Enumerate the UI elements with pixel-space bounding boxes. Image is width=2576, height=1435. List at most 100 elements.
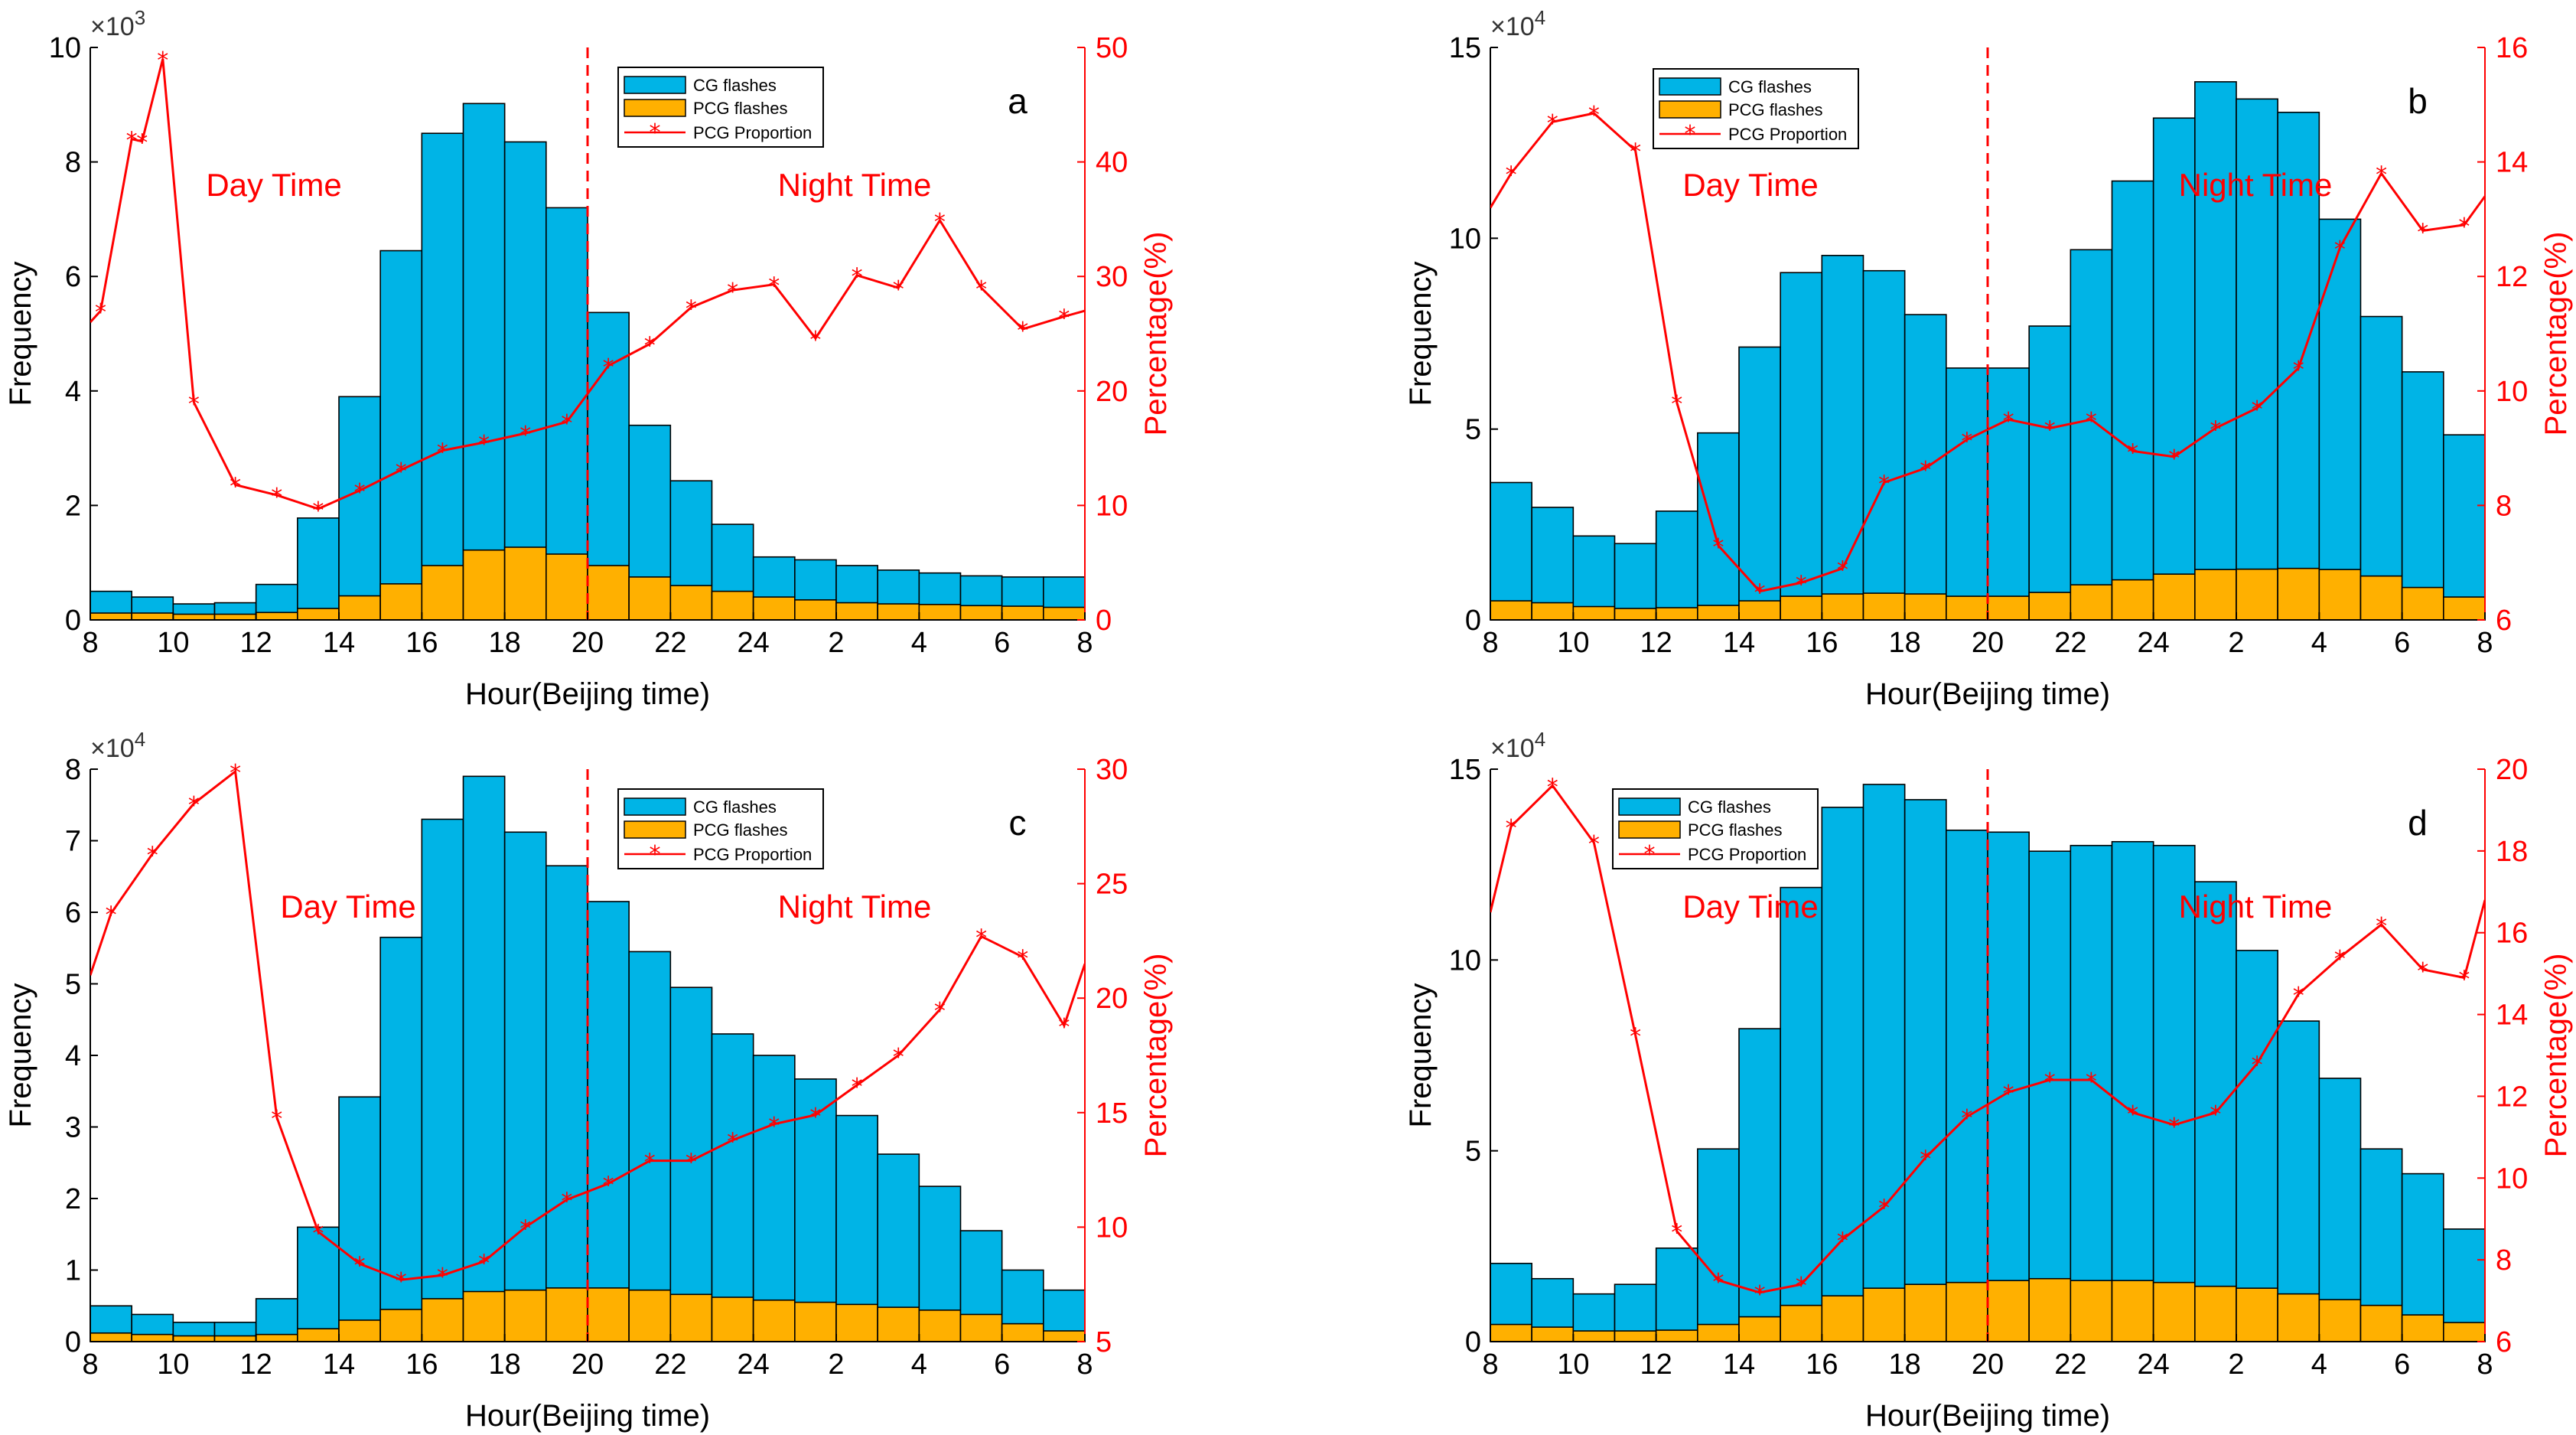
x-tick-label: 20: [1972, 1349, 2004, 1381]
pcg-proportion-point: *: [1058, 305, 1070, 332]
pcg-proportion-point: *: [230, 473, 241, 500]
bar-pcg-flashes: [421, 565, 464, 621]
bar-cg-flashes: [379, 249, 423, 621]
bar-pcg-flashes: [1614, 608, 1657, 621]
bar-cg-flashes: [1821, 807, 1864, 1342]
y-tick-label-left: 15: [1449, 32, 1481, 64]
pcg-proportion-point: *: [603, 1172, 614, 1199]
y-tick-label-right: 8: [2496, 1244, 2512, 1277]
bar-pcg-flashes: [2277, 1293, 2320, 1342]
legend-swatch-cg: [1618, 797, 1681, 816]
legend-swatch-pcg: [1659, 100, 1721, 119]
legend-c: CG flashes PCG flashes * PCG Proportion: [617, 788, 824, 869]
pcg-proportion-point: *: [1920, 457, 1931, 484]
pcg-proportion-point: *: [271, 1106, 282, 1133]
y-axis-title-right: Percentage(%): [1139, 232, 1173, 436]
pcg-proportion-point: *: [1671, 391, 1682, 418]
legend-label-pcg: PCG flashes: [1728, 100, 1823, 119]
bar-pcg-flashes: [1572, 1330, 1616, 1342]
x-tick-label: 12: [240, 627, 272, 659]
exponent-power: 3: [135, 6, 145, 29]
y-tick-label-right: 12: [2496, 261, 2528, 293]
legend-marker-proportion: *: [650, 841, 661, 868]
bar-pcg-flashes: [2359, 575, 2403, 621]
y-tick-label-left: 0: [65, 1326, 81, 1358]
bar-pcg-flashes: [90, 612, 132, 621]
pcg-proportion-point: *: [437, 1264, 448, 1290]
y-tick-label-right: 30: [1096, 754, 1128, 786]
y-tick-label-left: 10: [1449, 944, 1481, 977]
pcg-proportion-point: *: [519, 1215, 531, 1242]
bar-cg-flashes: [1862, 784, 1906, 1342]
bar-pcg-flashes: [462, 549, 506, 621]
bar-pcg-flashes: [1043, 606, 1086, 621]
pcg-proportion-point: *: [809, 1104, 821, 1130]
bar-pcg-flashes: [1946, 595, 1988, 621]
bar-cg-flashes: [421, 132, 464, 621]
pcg-proportion-point: *: [2293, 983, 2304, 1009]
x-tick-label: 4: [911, 1349, 927, 1381]
bar-cg-flashes: [1946, 829, 1988, 1342]
bar-pcg-flashes: [379, 1309, 423, 1342]
pcg-proportion-point: *: [519, 422, 531, 448]
bar-pcg-flashes: [297, 608, 340, 621]
y-tick-label-right: 20: [1096, 376, 1128, 408]
y-exponent-label: ×104: [1490, 6, 1545, 41]
bar-pcg-flashes: [2443, 596, 2486, 621]
bar-cg-flashes: [1987, 367, 2030, 621]
x-tick-label: 20: [1972, 627, 2004, 659]
y-tick-label-left: 0: [1465, 1326, 1481, 1358]
x-axis-title: Hour(Beijing time): [465, 1399, 710, 1433]
legend-b: CG flashes PCG flashes * PCG Proportion: [1653, 68, 1859, 149]
bar-pcg-flashes: [1862, 592, 1906, 621]
pcg-proportion-point: *: [768, 273, 780, 300]
bar-cg-flashes: [1780, 886, 1823, 1342]
pcg-proportion-point: *: [1796, 571, 1807, 598]
x-tick-label: 8: [2477, 627, 2493, 659]
legend-label-pcg: PCG flashes: [693, 99, 788, 118]
x-tick-label: 2: [828, 627, 844, 659]
pcg-proportion-point: *: [478, 1250, 490, 1277]
bar-pcg-flashes: [2401, 586, 2444, 621]
bar-pcg-flashes: [1655, 1329, 1698, 1342]
plot-area-c: 8 10 12 14 16 18 20 22 24 2 4 6 80123456785101520253…: [65, 754, 1128, 1381]
bar-cg-flashes: [421, 818, 464, 1342]
x-tick-label: 14: [1723, 1349, 1755, 1381]
bar-cg-flashes: [794, 1078, 837, 1342]
bar-cg-flashes: [711, 1033, 754, 1342]
pcg-proportion-point: *: [1058, 1014, 1070, 1041]
y-tick-label-right: 20: [2496, 754, 2528, 786]
y-tick-label-left: 10: [1449, 223, 1481, 255]
bar-cg-flashes: [503, 141, 547, 621]
pcg-proportion-point: *: [1506, 162, 1517, 189]
exponent-power: 4: [1535, 728, 1545, 751]
x-tick-label: 8: [1482, 627, 1498, 659]
bar-pcg-flashes: [1490, 600, 1532, 621]
bar-pcg-flashes: [669, 585, 713, 621]
pcg-proportion-point: *: [852, 264, 863, 291]
bar-pcg-flashes: [2401, 1314, 2444, 1342]
exponent-power: 4: [135, 728, 145, 751]
y-tick-label-left: 1: [65, 1255, 81, 1287]
pcg-proportion-point: *: [1961, 428, 1972, 455]
pcg-proportion-point: *: [975, 925, 987, 951]
x-tick-label: 16: [405, 627, 438, 659]
legend-label-pcg: PCG flashes: [1688, 820, 1783, 840]
day-time-label: Day Time: [1682, 167, 1818, 203]
bar-pcg-flashes: [2318, 569, 2362, 621]
legend-marker-proportion: *: [1644, 841, 1656, 868]
exponent-base: ×10: [1490, 12, 1535, 41]
y-tick-label-left: 0: [1465, 605, 1481, 637]
bar-pcg-flashes: [628, 1289, 672, 1342]
y-tick-label-right: 50: [1096, 32, 1128, 64]
y-tick-label-right: 5: [1096, 1326, 1112, 1358]
bar-pcg-flashes: [2152, 573, 2196, 621]
panel-d: 8 10 12 14 16 18 20 22 24 2 4 6 80510156810121416182…: [1404, 728, 2573, 1433]
bar-cg-flashes: [2359, 315, 2403, 621]
x-tick-label: 24: [738, 1349, 770, 1381]
bar-pcg-flashes: [1987, 595, 2030, 621]
x-tick-label: 8: [82, 627, 98, 659]
pcg-proportion-point: *: [561, 1188, 572, 1215]
bar-pcg-flashes: [90, 1332, 132, 1342]
